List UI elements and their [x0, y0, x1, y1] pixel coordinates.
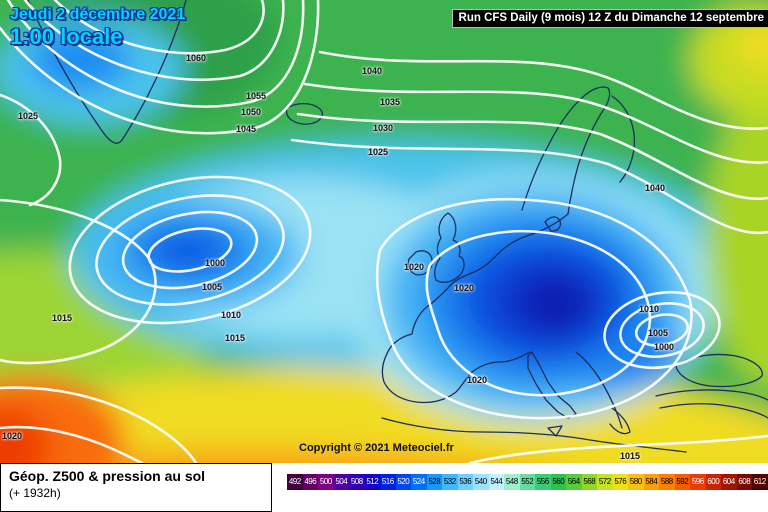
- legend-cell: 512: [364, 474, 380, 490]
- date-overlay: Jeudi 2 décembre 2021 1:00 locale: [10, 6, 185, 50]
- legend-cell: 552: [519, 474, 535, 490]
- time-text: 1:00 locale: [10, 24, 123, 50]
- legend-cell: 528: [426, 474, 442, 490]
- map-title: Géop. Z500 & pression au sol: [9, 468, 206, 484]
- date-text: Jeudi 2 décembre 2021: [10, 6, 186, 23]
- legend-cell: 492: [287, 474, 303, 490]
- legend-cell: 592: [674, 474, 690, 490]
- legend-cell: 612: [752, 474, 768, 490]
- legend-scale: 492 496 500 504 508 512 516 520 524 528 532 536 540 5…: [287, 474, 768, 490]
- copyright-text: Copyright © 2021 Meteociel.fr: [299, 442, 454, 454]
- legend-cell: 600: [705, 474, 721, 490]
- run-info-box: Run CFS Daily (9 mois) 12 Z du Dimanche …: [451, 9, 768, 28]
- map-title-box: Géop. Z500 & pression au sol (+ 1932h): [0, 463, 272, 512]
- legend-cell: 596: [690, 474, 706, 490]
- legend-cell: 572: [597, 474, 613, 490]
- isobar-contours: [0, 0, 768, 463]
- map-svg: [0, 0, 768, 463]
- legend-cell: 564: [566, 474, 582, 490]
- legend-cell: 520: [395, 474, 411, 490]
- legend-cell: 580: [628, 474, 644, 490]
- legend-cell: 524: [411, 474, 427, 490]
- legend-cell: 608: [736, 474, 752, 490]
- legend-cell: 604: [721, 474, 737, 490]
- legend-cell: 548: [504, 474, 520, 490]
- legend-cell: 588: [659, 474, 675, 490]
- legend-cell: 540: [473, 474, 489, 490]
- legend-cell: 568: [581, 474, 597, 490]
- legend-cell: 576: [612, 474, 628, 490]
- legend-cell: 504: [333, 474, 349, 490]
- legend-cell: 544: [488, 474, 504, 490]
- legend-cell: 536: [457, 474, 473, 490]
- bottom-bar: Géop. Z500 & pression au sol (+ 1932h) 4…: [0, 463, 768, 512]
- legend-cell: 516: [380, 474, 396, 490]
- legend-cell: 500: [318, 474, 334, 490]
- map-forecast-hour: (+ 1932h): [9, 486, 61, 500]
- legend-cell: 496: [302, 474, 318, 490]
- map-canvas: 1025 1060 1055 1050 1045 1040 1035 1030 1025 1040…: [0, 0, 768, 463]
- legend-cell: 584: [643, 474, 659, 490]
- legend-cell: 508: [349, 474, 365, 490]
- legend-cell: 556: [535, 474, 551, 490]
- legend-cell: 532: [442, 474, 458, 490]
- legend-cell: 560: [550, 474, 566, 490]
